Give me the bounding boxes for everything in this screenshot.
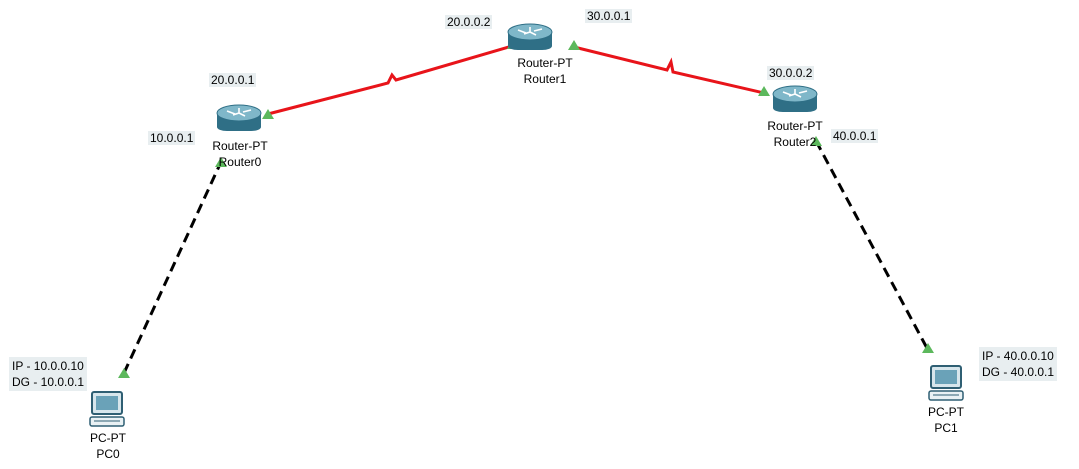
router-name-label: Router0 <box>218 155 262 169</box>
serial-link-r0-r1[interactable] <box>267 44 513 116</box>
interface-label-r1-right: 30.0.0.1 <box>585 9 633 23</box>
port-up-indicator <box>922 343 934 353</box>
router-name-label: Router1 <box>523 72 567 86</box>
router-name-label: Router2 <box>773 135 817 149</box>
pc-dg-text: DG - 10.0.0.1 <box>12 375 85 389</box>
router-type-label: Router-PT <box>517 56 573 70</box>
pc-name-label: PC0 <box>96 447 120 461</box>
pc-icon[interactable] <box>89 391 125 427</box>
serial-link-r1-r2[interactable] <box>573 45 765 95</box>
port-up-indicator <box>758 86 770 96</box>
interface-label-r0-wan: 20.0.0.1 <box>209 73 257 87</box>
port-up-indicator <box>262 109 274 119</box>
router-icon[interactable] <box>216 104 262 131</box>
port-up-indicator <box>215 157 227 167</box>
pc-type-label: PC-PT <box>928 405 964 419</box>
pc-ip-config-note: IP - 40.0.0.10 DG - 40.0.0.1 <box>979 347 1058 381</box>
interface-label-r2-left: 30.0.0.2 <box>767 66 815 80</box>
router-icon[interactable] <box>507 23 553 50</box>
interface-label-r2-lan: 40.0.0.1 <box>831 129 879 143</box>
port-up-indicator <box>568 40 580 50</box>
ethernet-link-pc0-r0[interactable] <box>122 161 223 374</box>
pc-name-label: PC1 <box>934 421 958 435</box>
pc-ip-text: IP - 40.0.0.10 <box>982 349 1054 363</box>
pc-ip-config-note: IP - 10.0.0.10 DG - 10.0.0.1 <box>9 357 88 391</box>
pc-type-label: PC-PT <box>90 431 126 445</box>
interface-label-r1-left: 20.0.0.2 <box>445 15 493 29</box>
pc-ip-text: IP - 10.0.0.10 <box>12 359 84 373</box>
router-type-label: Router-PT <box>212 139 268 153</box>
ethernet-link-r2-pc1[interactable] <box>814 140 930 351</box>
router-icon[interactable] <box>772 85 818 112</box>
pc-dg-text: DG - 40.0.0.1 <box>982 365 1055 379</box>
pc-icon[interactable] <box>928 365 964 401</box>
interface-label-r0-lan: 10.0.0.1 <box>148 131 196 145</box>
router-type-label: Router-PT <box>767 119 823 133</box>
port-up-indicator <box>810 136 822 146</box>
port-up-indicator <box>118 368 130 378</box>
